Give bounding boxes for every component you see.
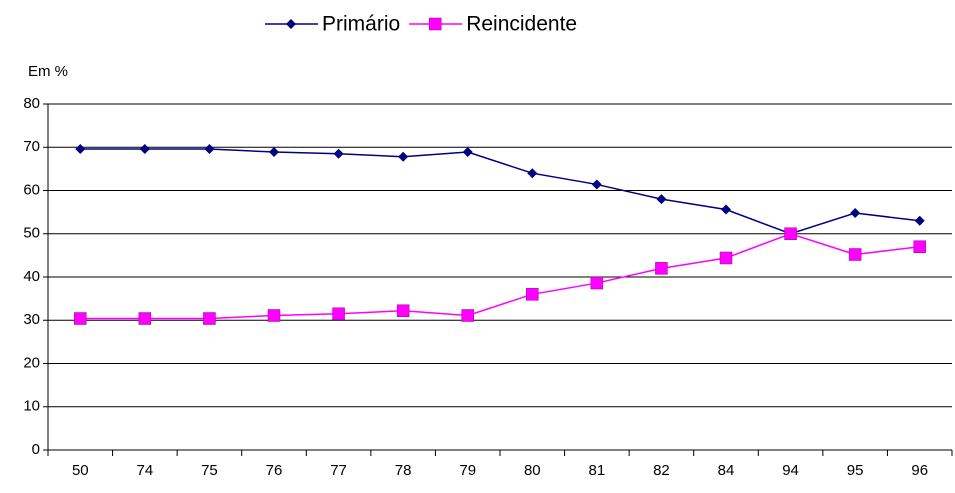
marker <box>203 312 216 325</box>
series-line <box>80 232 920 320</box>
x-tick-label: 82 <box>653 462 670 479</box>
marker <box>204 143 215 154</box>
marker <box>721 204 731 215</box>
x-tick-label: 74 <box>137 462 154 479</box>
marker <box>526 288 539 301</box>
marker <box>398 151 409 162</box>
marker <box>74 312 87 325</box>
marker <box>784 227 797 240</box>
x-tick-label: 81 <box>589 462 606 479</box>
marker <box>75 143 86 154</box>
marker <box>461 309 474 322</box>
x-tick-label: 77 <box>330 462 347 479</box>
marker <box>719 251 733 265</box>
marker <box>590 276 604 290</box>
marker <box>913 240 926 253</box>
marker <box>139 143 150 154</box>
x-tick-label: 94 <box>782 462 799 479</box>
marker <box>333 148 344 159</box>
marker <box>656 194 667 205</box>
marker <box>848 248 862 261</box>
y-tick-label: 80 <box>23 95 40 112</box>
y-tick-label: 10 <box>23 398 40 415</box>
marker <box>914 215 925 226</box>
y-tick-label: 50 <box>23 225 40 242</box>
x-tick-label: 79 <box>459 462 476 479</box>
x-tick-label: 84 <box>718 462 735 479</box>
marker <box>396 304 410 317</box>
y-tick-label: 30 <box>23 311 40 328</box>
y-tick-label: 60 <box>23 181 40 198</box>
legend: Primário Reincidente <box>265 13 577 36</box>
y-tick-label: 70 <box>23 138 40 155</box>
x-tick-label: 78 <box>395 462 412 479</box>
x-tick-label: 76 <box>266 462 283 479</box>
marker <box>286 19 296 29</box>
x-tick-label: 75 <box>201 462 218 479</box>
marker <box>850 207 861 218</box>
marker <box>591 179 602 190</box>
marker <box>527 168 538 179</box>
marker <box>332 307 345 321</box>
x-tick-label: 80 <box>524 462 541 479</box>
marker <box>138 312 152 325</box>
x-tick-label: 95 <box>847 462 864 479</box>
legend-label: Reincidente <box>466 13 577 36</box>
y-tick-label: 40 <box>23 268 40 285</box>
legend-label: Primário <box>322 13 400 36</box>
y-tick-label: 0 <box>32 441 40 458</box>
x-tick-label: 96 <box>911 462 928 479</box>
marker <box>267 309 281 322</box>
marker <box>655 262 668 275</box>
x-tick-label: 50 <box>72 462 89 479</box>
marker <box>269 147 279 158</box>
marker <box>462 147 473 158</box>
y-tick-label: 20 <box>23 354 40 371</box>
y-axis-label: Em % <box>28 63 68 80</box>
series-line <box>80 148 920 235</box>
marker <box>428 17 442 31</box>
